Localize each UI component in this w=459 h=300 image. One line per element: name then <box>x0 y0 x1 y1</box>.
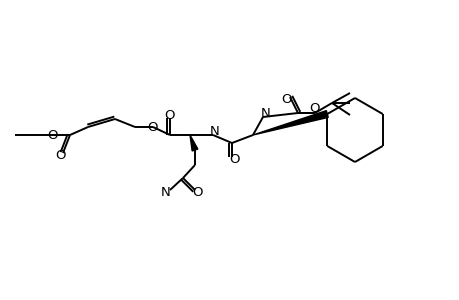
Text: N: N <box>210 124 219 137</box>
Text: O: O <box>309 101 319 115</box>
Text: O: O <box>229 152 240 166</box>
Polygon shape <box>252 111 328 135</box>
Text: O: O <box>164 109 175 122</box>
Text: O: O <box>56 148 66 161</box>
Text: N: N <box>261 106 270 119</box>
Text: O: O <box>147 121 158 134</box>
Text: N: N <box>161 185 170 199</box>
Text: O: O <box>192 185 203 199</box>
Polygon shape <box>190 135 197 151</box>
Text: O: O <box>281 92 291 106</box>
Text: O: O <box>48 128 58 142</box>
